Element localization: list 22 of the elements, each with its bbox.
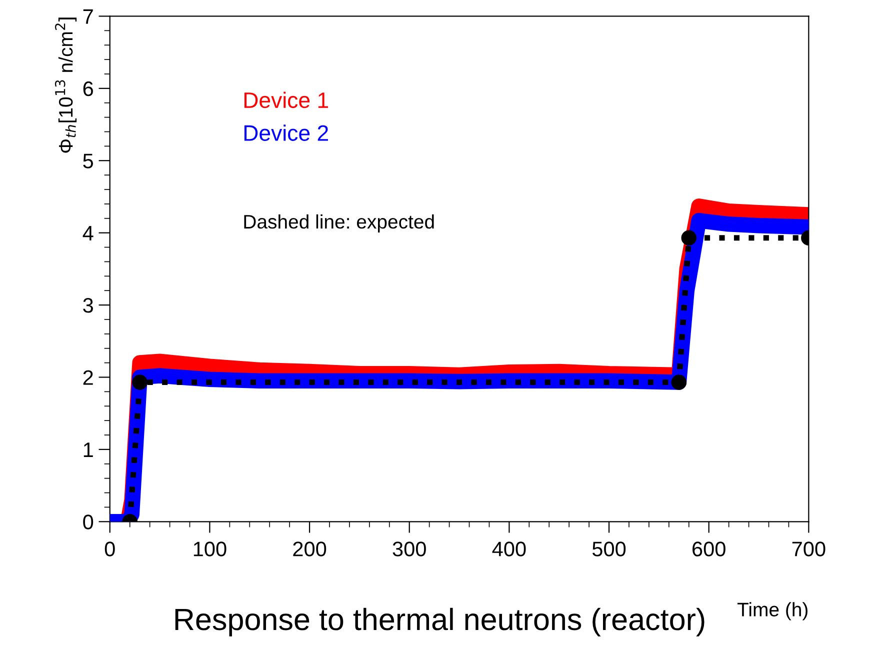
text: Device 1 [244,92,328,108]
x-tick-label: 600 [692,542,726,556]
x-tick-label: 100 [194,542,226,556]
y-tick-label: 0 [83,514,94,530]
x-axis-title: Time (h) [737,602,808,620]
y-tick-label: 2 [83,370,93,385]
text: Response to thermal neutrons (reactor) [175,608,704,636]
y-axis-title: Φ$_{th}$[10$^{13}$ n/cm$^{2}$] [54,18,77,153]
x-tick-label: 700 [792,542,826,556]
y-tick-label: 7 [83,9,93,24]
text: Dashed line: expected [244,214,434,232]
y-tick-label: 6 [83,81,93,96]
text: Device 2 [244,124,328,141]
x-tick-label: 500 [592,542,626,556]
x-tick-label: 0 [104,542,115,556]
y-tick-label: 1 [84,442,93,457]
x-tick-label: 200 [293,542,326,556]
y-tick-label: 5 [83,154,94,168]
x-tick-label: 400 [492,542,526,556]
x-tick-label: 300 [392,542,426,556]
y-tick-label: 4 [82,226,94,240]
y-tick-label: 3 [83,298,93,313]
